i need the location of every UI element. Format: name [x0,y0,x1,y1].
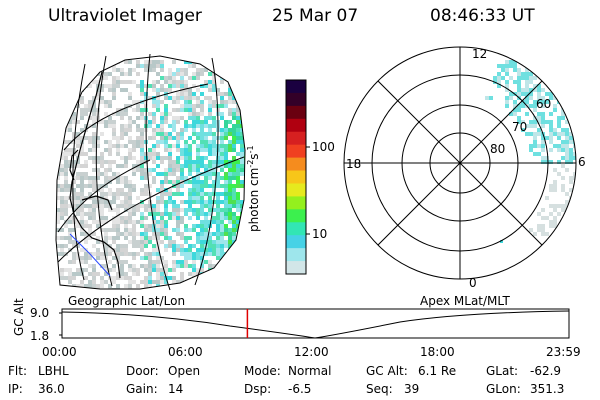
polar-lat-80: 80 [490,142,506,156]
colorbar-cell [286,183,306,197]
coastline [69,71,121,279]
ip-label: IP: [8,382,23,396]
satellite-track [69,233,111,277]
instrument-title: Ultraviolet Imager [48,6,202,26]
timeline-ytick-9: 9.0 [30,306,50,320]
glon-value: 351.3 [530,382,565,396]
ip-value: 36.0 [38,382,65,396]
polar-mlt-6: 6 [578,155,586,169]
timeline-xtick-1800: 18:00 [420,345,455,359]
colorbar-cell [286,105,306,120]
colorbar-cell [286,209,306,223]
colorbar-cell [286,196,306,210]
lat-lon-grid [55,53,246,291]
mode-label: Mode: [244,364,281,378]
timeline-ytick-1-8: 1.8 [30,329,50,343]
mode-value: Normal [288,364,332,378]
timeline-xtick-1200: 12:00 [294,345,329,359]
colorbar-cell [286,92,306,107]
door-label: Door: [126,364,159,378]
time-label: 08:46:33 UT [430,6,535,26]
altitude-curve [61,310,570,339]
colorbar-cell [286,222,306,236]
colorbar-cell [286,131,306,146]
colorbar-cells [286,80,306,275]
flt-value: LBHL [38,364,69,378]
seq-label: Seq: [366,382,393,396]
polar-mlt-0: 0 [469,276,477,290]
gain-label: Gain: [126,382,158,396]
timeline-y-label: GC Alt [12,298,26,336]
colorbar-frame [285,79,307,275]
timeline-xtick-0000: 00:00 [42,345,77,359]
polar-mlt-18: 18 [346,157,362,171]
colorbar-cell [286,235,306,249]
timeline-xtick-2359: 23:59 [546,345,581,359]
polar-grid [343,46,577,280]
polar-lat-70: 70 [512,120,528,134]
dsp-label: Dsp: [244,382,272,396]
glon-label: GLon: [486,382,521,396]
gc-alt-label: GC Alt: [366,364,408,378]
polar-panel-label: Apex MLat/MLT [420,294,510,308]
colorbar-tick-100: 100 [312,140,335,154]
polar-mlt-12: 12 [472,47,488,61]
glat-value: -62.9 [530,364,562,378]
colorbar-cell [286,80,306,94]
flt-label: Flt: [8,364,27,378]
glat-label: GLat: [486,364,519,378]
gain-value: 14 [168,382,184,396]
door-value: Open [168,364,201,378]
colorbar-cell [286,144,306,159]
dsp-value: -6.5 [288,382,312,396]
gc-alt-value: 6.1 Re [418,364,457,378]
colorbar-cell [286,157,306,172]
polar-lat-60: 60 [536,97,552,111]
colorbar-cell [286,170,306,184]
colorbar-cell [286,248,306,262]
seq-value: 39 [404,382,420,396]
date-label: 25 Mar 07 [272,6,359,26]
timeline-xtick-0600: 06:00 [168,345,203,359]
colorbar-cell [286,261,306,275]
map-panel-label: Geographic Lat/Lon [68,294,186,308]
colorbar-tick-10: 10 [312,227,328,241]
colorbar-cell [286,118,306,133]
